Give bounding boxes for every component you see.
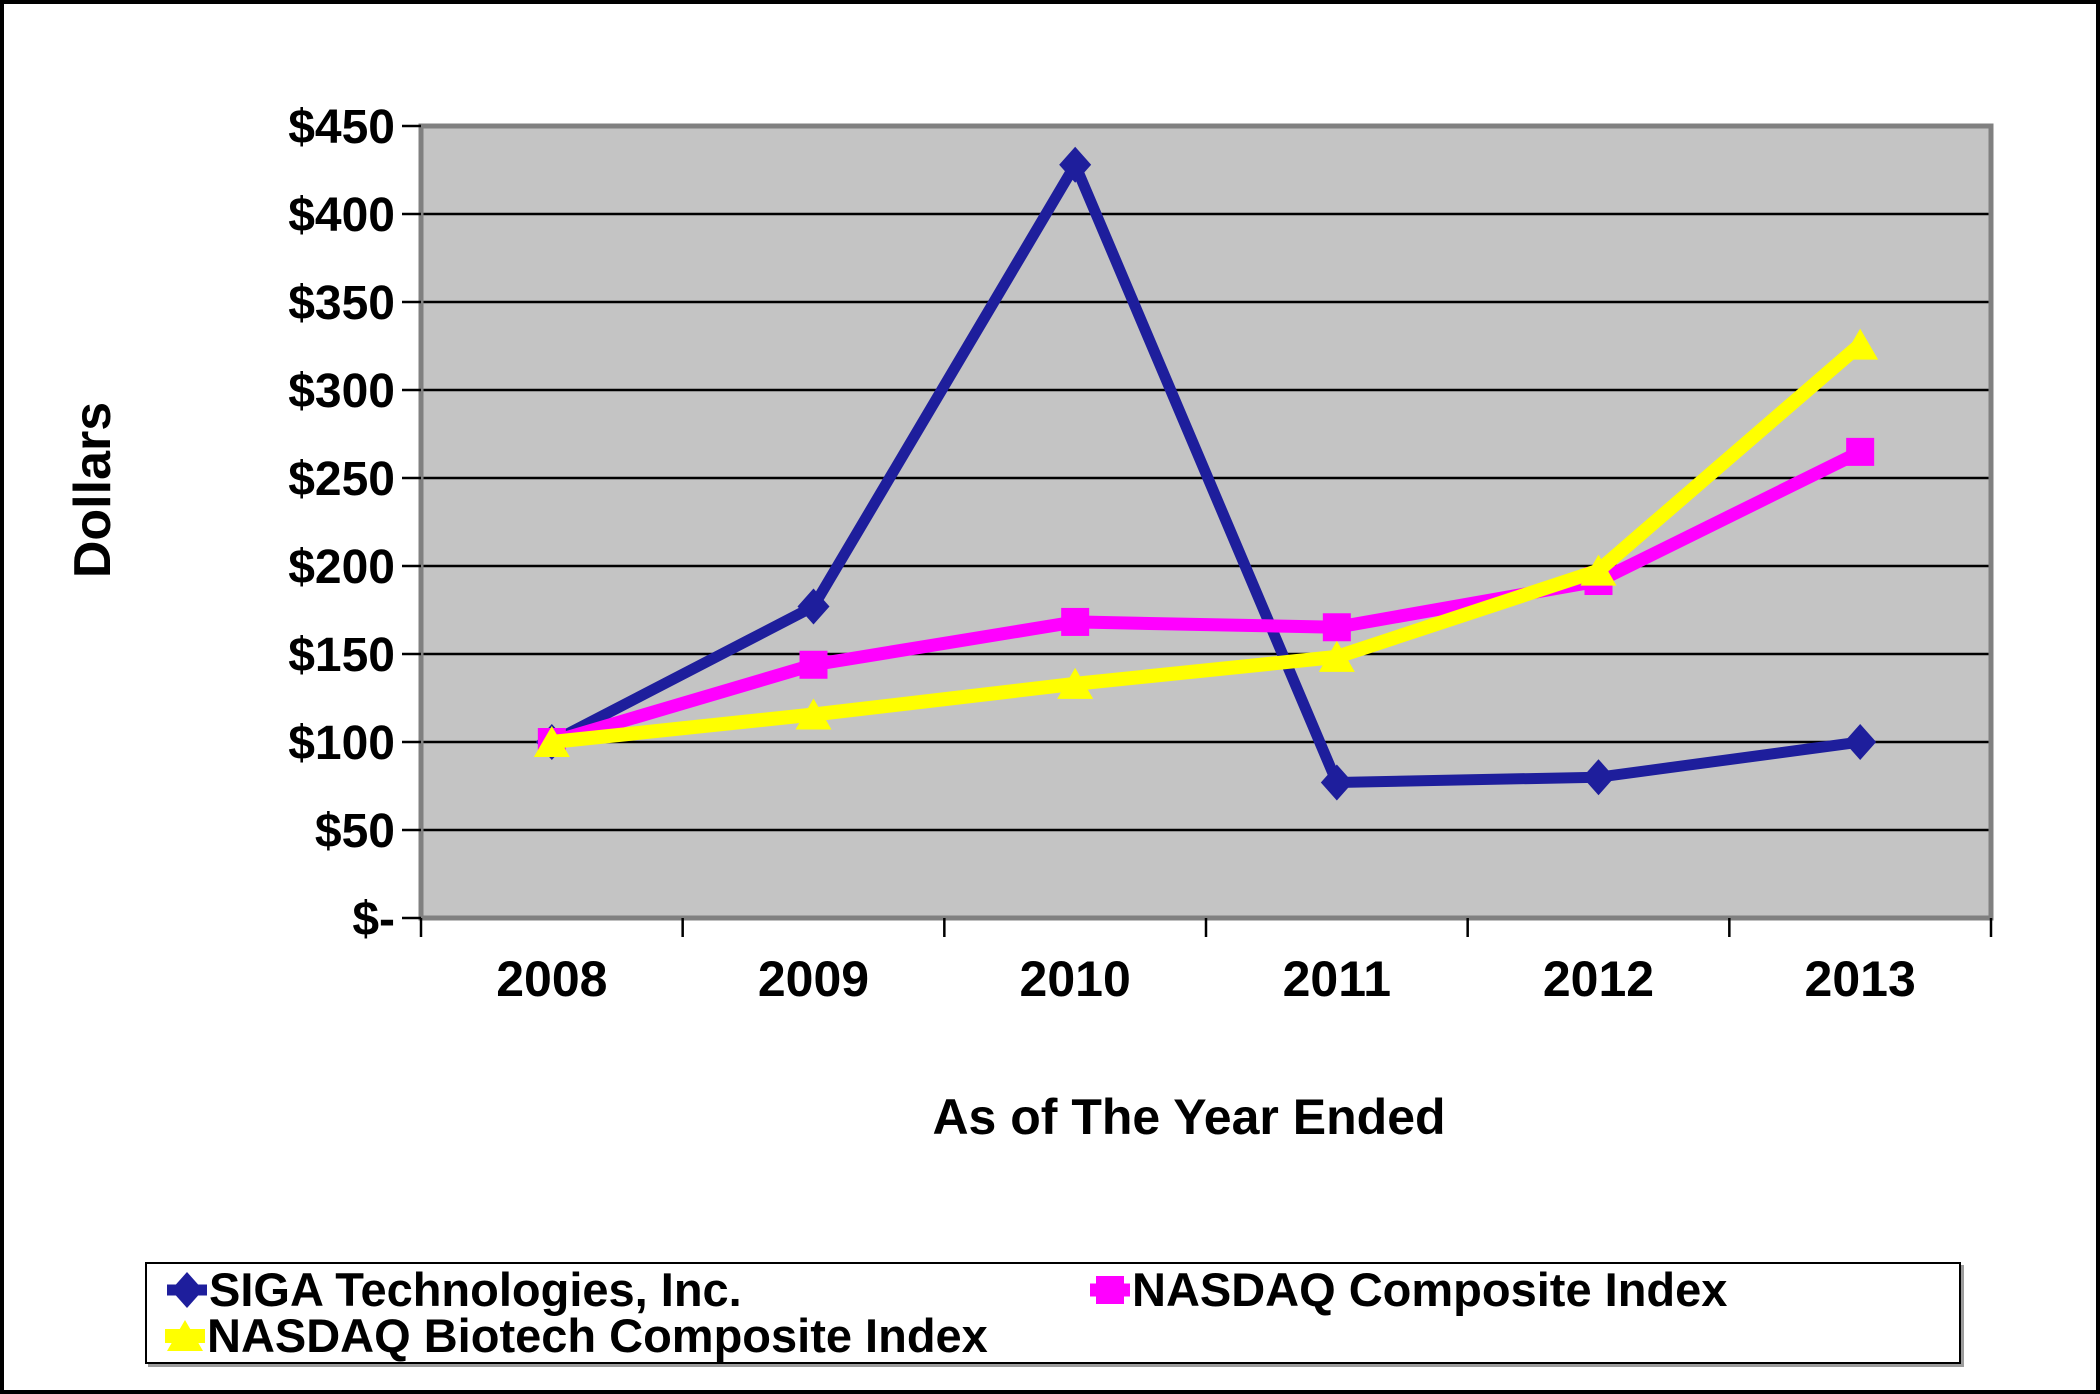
legend-item-siga: SIGA Technologies, Inc. — [165, 1263, 742, 1316]
marker-2-2010 — [1057, 667, 1094, 699]
legend-label-nasdaq-composite: NASDAQ Composite Index — [1132, 1263, 1728, 1316]
legend-item-nasdaq-composite: NASDAQ Composite Index — [1088, 1263, 1728, 1316]
marker-1-2010 — [1061, 607, 1090, 636]
marker-1-2011 — [1322, 613, 1351, 642]
y-tick-label-1: $50 — [315, 805, 395, 858]
legend-marker-diamond — [171, 1272, 203, 1308]
series-lines — [533, 146, 1879, 801]
square-marker-icon — [1088, 1270, 1132, 1310]
marker-2-2012 — [1580, 554, 1617, 586]
y-tick-label-5: $250 — [288, 453, 395, 506]
series-line-1 — [545, 445, 1867, 749]
plot-background — [421, 126, 1991, 918]
plot-area — [421, 126, 1991, 918]
diamond-marker-icon — [165, 1270, 209, 1310]
x-tick-label-2008: 2008 — [496, 951, 607, 1007]
x-tick-label-2013: 2013 — [1805, 951, 1916, 1007]
x-tick-label-2009: 2009 — [758, 951, 869, 1007]
y-tick-label-6: $300 — [288, 365, 395, 418]
marker-0-2011 — [1320, 764, 1353, 801]
legend-item-nasdaq-biotech: NASDAQ Biotech Composite Index — [163, 1309, 988, 1362]
x-tick-label-2011: 2011 — [1283, 951, 1391, 1007]
marker-0-2010 — [1059, 146, 1092, 183]
legend-label-siga: SIGA Technologies, Inc. — [209, 1263, 742, 1316]
y-tick-label-4: $200 — [288, 541, 395, 594]
marker-2-2011 — [1318, 640, 1355, 672]
marker-1-2009 — [799, 650, 828, 679]
axis-ticks — [402, 124, 1993, 937]
triangle-marker-icon — [163, 1316, 207, 1356]
y-axis-tick-labels: $- $50 $100 $150 $200 $250 $300 $350 $400 $450 — [288, 101, 395, 946]
marker-0-2013 — [1844, 724, 1877, 760]
marker-0-2012 — [1582, 759, 1615, 796]
legend-marker-triangle — [167, 1320, 203, 1351]
marker-2-2013 — [1842, 328, 1879, 360]
marker-2-2008 — [533, 726, 570, 757]
y-tick-label-0: $- — [352, 893, 395, 946]
x-tick-label-2010: 2010 — [1020, 951, 1131, 1007]
y-tick-label-9: $450 — [288, 101, 395, 154]
marker-1-2013 — [1846, 437, 1875, 466]
y-tick-label-7: $350 — [288, 277, 395, 330]
x-axis-title: As of The Year Ended — [932, 1089, 1445, 1145]
series-line-0 — [546, 159, 1866, 788]
x-axis-tick-labels: 2008 2009 2010 2011 2012 2013 — [496, 951, 1916, 1007]
y-tick-label-3: $150 — [288, 629, 395, 682]
legend-label-nasdaq-biotech: NASDAQ Biotech Composite Index — [207, 1309, 988, 1362]
series-line-2 — [544, 337, 1868, 749]
legend-box: SIGA Technologies, Inc. NASDAQ Composite… — [145, 1262, 1961, 1364]
y-tick-label-8: $400 — [288, 189, 395, 242]
legend-marker-square — [1096, 1276, 1124, 1304]
y-tick-label-2: $100 — [288, 717, 395, 770]
y-axis-title: Dollars — [64, 402, 122, 578]
series-2 — [533, 328, 1879, 757]
performance-line-chart: $- $50 $100 $150 $200 $250 $300 $350 $400 $450 20… — [64, 101, 1994, 1145]
marker-0-2009 — [797, 588, 830, 625]
marker-2-2009 — [795, 698, 832, 730]
x-tick-label-2012: 2012 — [1543, 951, 1654, 1007]
